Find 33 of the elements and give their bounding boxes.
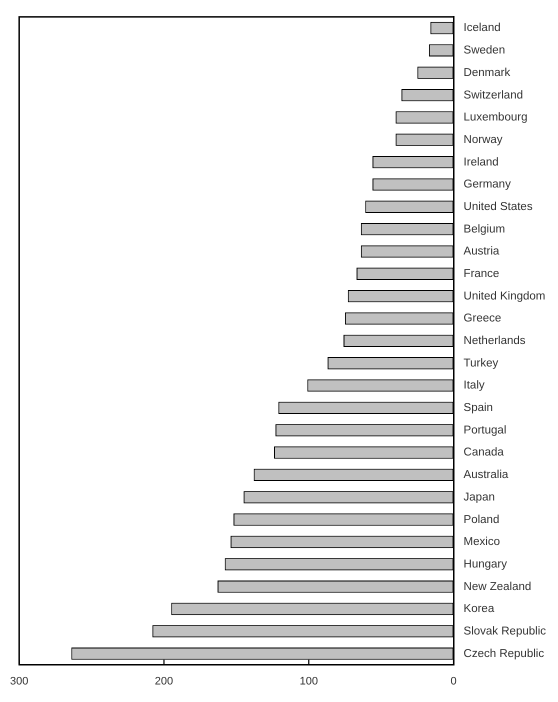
y-tick-label: France	[464, 268, 500, 280]
y-tick-label: Sweden	[464, 44, 506, 57]
x-tick-label: 100	[300, 675, 318, 688]
x-tick-label: 0	[450, 675, 457, 688]
x-tick-label: 200	[154, 675, 174, 688]
x-tick-label: 300	[10, 675, 28, 688]
y-tick-label: Austria	[464, 246, 500, 258]
y-tick-label: Portugal	[464, 424, 506, 436]
y-tick-label: Canada	[464, 446, 504, 459]
y-tick-label: Iceland	[464, 22, 501, 34]
y-tick-label: Norway	[464, 134, 503, 146]
y-tick-label: Czech Republic	[464, 648, 544, 660]
y-tick-label: Slovak Republic	[464, 625, 546, 638]
y-tick-label: Greece	[464, 312, 502, 325]
y-tick-label: Belgium	[464, 223, 506, 236]
y-tick-label: United States	[464, 200, 533, 213]
y-tick-label: Switzerland	[464, 89, 523, 102]
y-tick-label: Turkey	[464, 357, 499, 370]
y-tick-label: United Kingdom	[464, 290, 546, 302]
y-tick-label: Mexico	[464, 536, 500, 548]
y-tick-label: Denmark	[464, 66, 510, 79]
y-tick-label: Poland	[464, 514, 500, 526]
y-tick-label: Netherlands	[464, 335, 526, 348]
y-tick-label: Ireland	[464, 156, 499, 168]
y-tick-label: Korea	[464, 603, 495, 616]
y-tick-label: Spain	[464, 402, 493, 414]
y-tick-label: Japan	[464, 491, 495, 504]
y-tick-label: Hungary	[464, 558, 508, 570]
y-tick-label: Italy	[464, 380, 485, 392]
y-tick-label: Germany	[464, 178, 512, 191]
y-tick-label: Australia	[464, 469, 509, 482]
y-tick-label: Luxembourg	[464, 112, 528, 124]
y-tick-label: New Zealand	[464, 580, 532, 593]
